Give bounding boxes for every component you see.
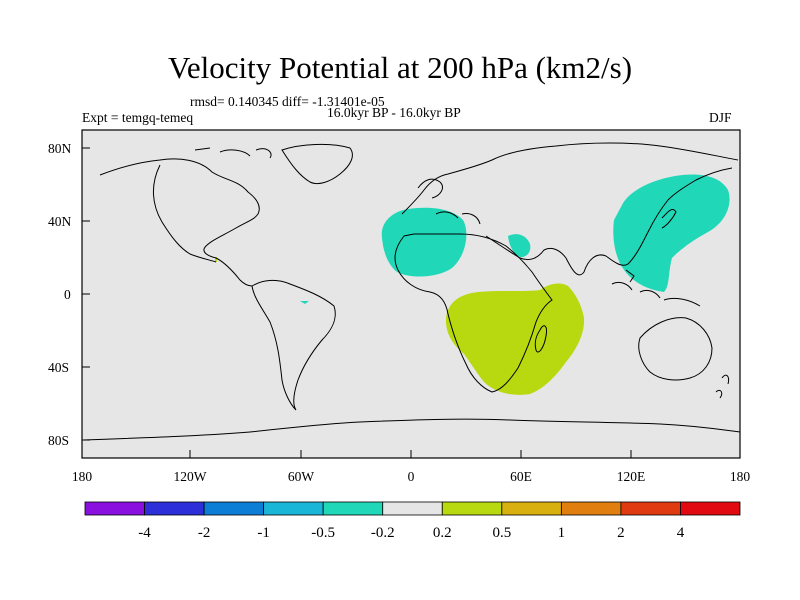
lon-label-60w: 60W: [288, 469, 315, 484]
colorbar-label: 0.2: [433, 525, 452, 541]
colorbar-swatch: [560, 501, 622, 516]
anomaly-regions: [215, 174, 730, 395]
coastline-australia: [638, 317, 713, 381]
period-label: 16.0kyr BP - 16.0kyr BP: [327, 105, 461, 120]
colorbar-label: 2: [617, 525, 625, 541]
coastline-arctic-islands: [194, 147, 272, 159]
colorbar-swatch: [203, 501, 265, 516]
coastline-southeast-asia-islands: [611, 269, 701, 307]
colorbar-label: -1: [257, 525, 270, 541]
negative-anomaly-region-arabia: [508, 234, 531, 258]
coastline-new-zealand: [715, 374, 729, 399]
colorbar-label: -0.2: [371, 525, 395, 541]
colorbar-swatch: [382, 501, 443, 516]
lat-label-0: 0: [64, 287, 71, 302]
negative-anomaly-region-east-asia: [613, 174, 730, 292]
colorbar-swatch: [620, 501, 681, 516]
season-label: DJF: [709, 110, 732, 125]
colorbar-label: 1: [558, 525, 566, 541]
lon-label-120e: 120E: [617, 469, 646, 484]
positive-anomaly-region-africa: [445, 283, 585, 395]
colorbar-swatch: [441, 501, 503, 516]
coastline-east-asia: [605, 167, 733, 266]
colorbar: -4 -2 -1 -0.5 -0.2 0.2 0.5 1 2 4: [84, 501, 741, 541]
coastline-japan: [661, 209, 677, 229]
negative-anomaly-region-amazon: [300, 301, 309, 304]
colorbar-label: 4: [677, 525, 685, 541]
lon-label-120w: 120W: [174, 469, 207, 484]
colorbar-label: -2: [198, 525, 211, 541]
colorbar-swatch: [501, 501, 562, 516]
colorbar-swatch: [144, 501, 205, 516]
map-background: [82, 130, 740, 458]
coastline-arabia-india: [485, 235, 607, 276]
coastline-madagascar: [534, 325, 547, 353]
lon-label-180-east: 180: [730, 469, 751, 484]
coastline-north-america: [99, 158, 260, 287]
lat-label-80s: 80S: [48, 433, 69, 448]
positive-anomaly-spot-central-america: [215, 257, 217, 262]
lat-label-80n: 80N: [48, 141, 72, 156]
lon-label-60e: 60E: [510, 469, 532, 484]
coastlines: [81, 142, 741, 441]
colorbar-label: -4: [138, 525, 151, 541]
lat-label-40s: 40S: [48, 360, 69, 375]
colorbar-label: -0.5: [311, 525, 335, 541]
coastline-greenland: [281, 143, 353, 185]
longitude-axis: 180 120W 60W 0 60E 120E 180: [72, 450, 751, 484]
colorbar-swatch: [322, 501, 384, 516]
negative-anomaly-region-mediterranean: [381, 207, 467, 277]
lat-label-40n: 40N: [48, 214, 72, 229]
colorbar-swatch: [680, 501, 741, 516]
coastline-europe: [401, 142, 739, 225]
lon-label-180-west: 180: [72, 469, 93, 484]
rmsd-diff-text: rmsd= 0.140345 diff= -1.31401e-05: [190, 94, 385, 109]
colorbar-label: 0.5: [492, 525, 511, 541]
coastline-south-america: [251, 279, 336, 411]
experiment-label: Expt = temgq-temeq: [82, 110, 194, 125]
plot-title: Velocity Potential at 200 hPa (km2/s): [167, 50, 633, 85]
colorbar-swatch: [84, 501, 145, 516]
coastline-africa: [394, 233, 553, 393]
latitude-axis: 80N 40N 0 40S 80S: [48, 141, 90, 448]
colorbar-swatch: [263, 501, 324, 516]
lon-label-0: 0: [408, 469, 415, 484]
coastline-antarctica: [81, 418, 741, 441]
